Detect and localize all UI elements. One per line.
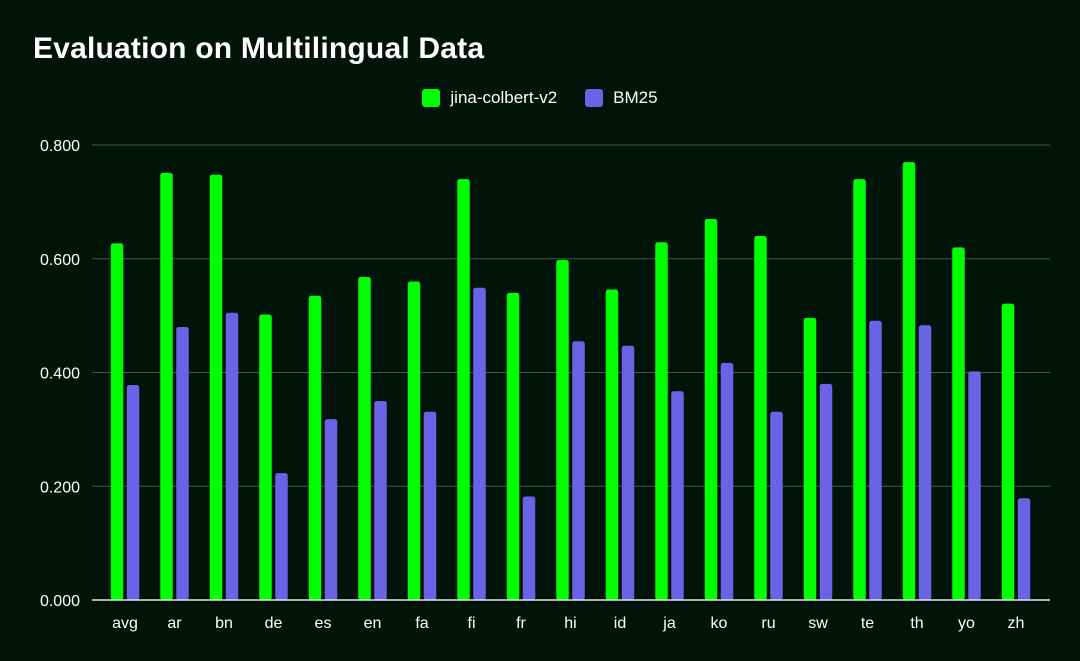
bar-bm25-de[interactable] bbox=[275, 473, 288, 600]
x-tick-label: te bbox=[861, 615, 874, 632]
bar-bm25-yo[interactable] bbox=[968, 371, 981, 600]
bar-jina-colbert-v2-fi[interactable] bbox=[457, 179, 470, 600]
legend-label-jina-colbert-v2: jina-colbert-v2 bbox=[450, 88, 558, 107]
x-tick-label: fa bbox=[415, 615, 428, 632]
bar-bm25-es[interactable] bbox=[324, 419, 338, 600]
y-tick-label: 0.200 bbox=[40, 479, 80, 496]
legend-item-jina-colbert-v2[interactable]: jina-colbert-v2 bbox=[422, 88, 557, 108]
bar-bm25-en[interactable] bbox=[374, 400, 387, 600]
legend-item-bm25[interactable]: BM25 bbox=[585, 88, 658, 108]
bar-bm25-avg[interactable] bbox=[126, 385, 140, 600]
chart-title: Evaluation on Multilingual Data bbox=[33, 32, 485, 65]
bar-jina-colbert-v2-en[interactable] bbox=[358, 276, 371, 600]
bar-bm25-sw[interactable] bbox=[819, 383, 833, 600]
x-tick-label: avg bbox=[112, 615, 138, 632]
bar-bm25-ja[interactable] bbox=[671, 391, 684, 600]
x-tick-label: bn bbox=[215, 615, 233, 632]
bar-jina-colbert-v2-yo[interactable] bbox=[952, 247, 965, 600]
x-tick-label: en bbox=[364, 615, 382, 632]
bar-bm25-th[interactable] bbox=[918, 325, 932, 600]
bar-bm25-fr[interactable] bbox=[522, 496, 536, 600]
bar-jina-colbert-v2-bn[interactable] bbox=[209, 174, 223, 600]
bar-jina-colbert-v2-ko[interactable] bbox=[704, 218, 718, 600]
legend-label-bm25: BM25 bbox=[613, 88, 658, 107]
x-tick-label: ru bbox=[761, 615, 775, 632]
bar-bm25-zh[interactable] bbox=[1017, 498, 1031, 600]
y-tick-label: 0.400 bbox=[40, 366, 80, 383]
y-tick-label: 0.000 bbox=[40, 593, 80, 610]
bar-jina-colbert-v2-id[interactable] bbox=[605, 289, 619, 600]
legend-swatch-green bbox=[422, 89, 441, 107]
bar-jina-colbert-v2-sw[interactable] bbox=[803, 317, 817, 600]
chart-legend: jina-colbert-v2 BM25 bbox=[0, 88, 1080, 108]
bar-jina-colbert-v2-fa[interactable] bbox=[407, 281, 421, 601]
x-tick-label: ar bbox=[167, 615, 182, 632]
x-tick-label: id bbox=[614, 615, 626, 632]
bar-jina-colbert-v2-te[interactable] bbox=[853, 179, 866, 600]
x-tick-label: yo bbox=[958, 615, 975, 632]
x-tick-label: ja bbox=[662, 615, 676, 632]
y-tick-label: 0.800 bbox=[40, 138, 80, 155]
bar-jina-colbert-v2-zh[interactable] bbox=[1001, 303, 1015, 600]
x-tick-label: sw bbox=[808, 615, 828, 632]
bar-bm25-id[interactable] bbox=[621, 345, 635, 600]
bar-jina-colbert-v2-ja[interactable] bbox=[655, 242, 668, 600]
x-tick-label: es bbox=[315, 615, 332, 632]
legend-swatch-purple bbox=[585, 89, 604, 107]
x-tick-label: th bbox=[910, 615, 923, 632]
bar-jina-colbert-v2-de[interactable] bbox=[259, 314, 272, 600]
bar-bm25-fi[interactable] bbox=[473, 287, 486, 600]
bar-bm25-hi[interactable] bbox=[572, 341, 585, 600]
x-tick-label: de bbox=[265, 615, 283, 632]
x-tick-label: ko bbox=[711, 615, 728, 632]
x-tick-label: fi bbox=[468, 615, 476, 632]
bar-jina-colbert-v2-es[interactable] bbox=[308, 295, 322, 600]
x-tick-label: fr bbox=[516, 615, 526, 632]
bar-jina-colbert-v2-ru[interactable] bbox=[754, 236, 767, 600]
bar-bm25-ar[interactable] bbox=[176, 327, 189, 600]
bar-bm25-bn[interactable] bbox=[225, 312, 239, 600]
bar-jina-colbert-v2-ar[interactable] bbox=[160, 172, 173, 600]
bar-bm25-ru[interactable] bbox=[770, 411, 783, 600]
x-tick-label: zh bbox=[1008, 615, 1025, 632]
bar-jina-colbert-v2-fr[interactable] bbox=[506, 292, 520, 600]
x-tick-label: hi bbox=[564, 615, 576, 632]
bar-jina-colbert-v2-avg[interactable] bbox=[110, 243, 124, 601]
bar-bm25-te[interactable] bbox=[869, 320, 882, 600]
bar-jina-colbert-v2-th[interactable] bbox=[902, 162, 916, 600]
y-tick-label: 0.600 bbox=[40, 252, 80, 269]
bar-bm25-ko[interactable] bbox=[720, 362, 734, 600]
bar-bm25-fa[interactable] bbox=[423, 411, 437, 600]
bar-jina-colbert-v2-hi[interactable] bbox=[556, 259, 569, 600]
